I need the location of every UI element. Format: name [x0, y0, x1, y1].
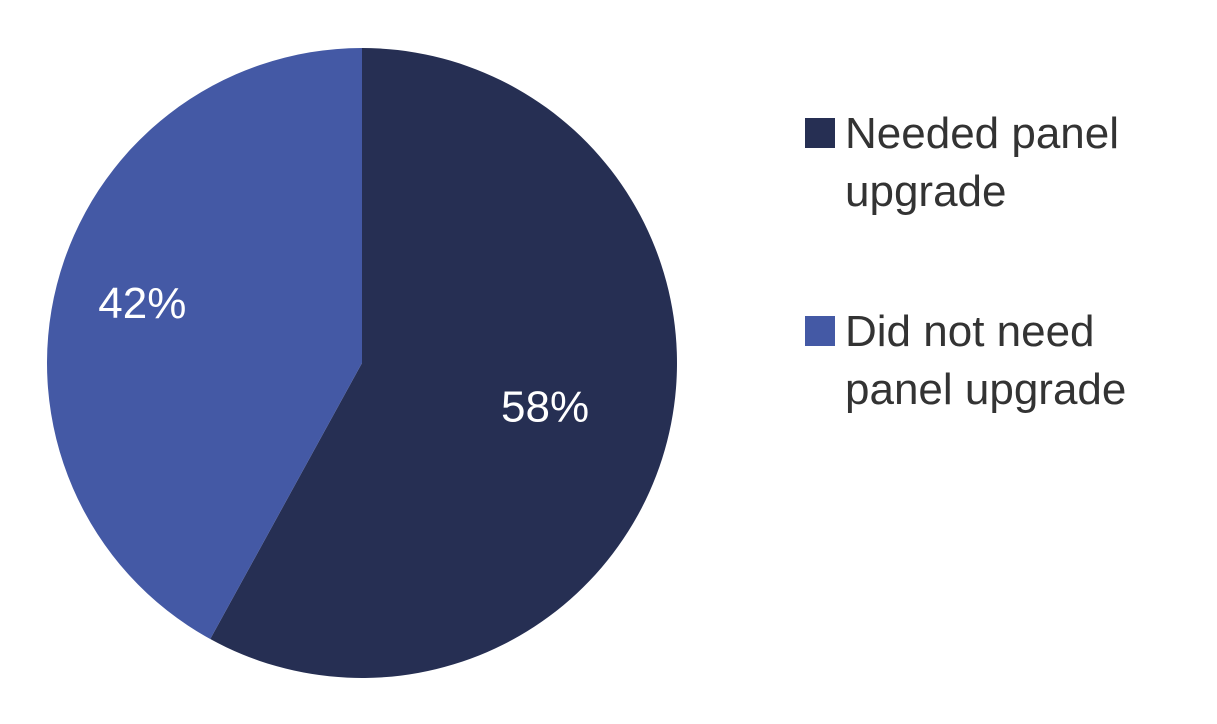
legend-swatch-needed — [805, 118, 835, 148]
pie-data-label-0: 58% — [501, 383, 589, 432]
pie-slice-1 — [46, 48, 362, 640]
chart-legend: Needed panel upgrade Did not need panel … — [805, 105, 1205, 501]
pie-slice-0 — [210, 48, 677, 678]
legend-item-needed: Needed panel upgrade — [805, 105, 1205, 221]
legend-label-not-needed: Did not need panel upgrade — [845, 307, 1127, 414]
legend-label-needed: Needed panel upgrade — [845, 109, 1120, 216]
legend-item-not-needed: Did not need panel upgrade — [805, 303, 1205, 419]
pie-data-label-1: 42% — [98, 279, 186, 328]
legend-swatch-not-needed — [805, 316, 835, 346]
